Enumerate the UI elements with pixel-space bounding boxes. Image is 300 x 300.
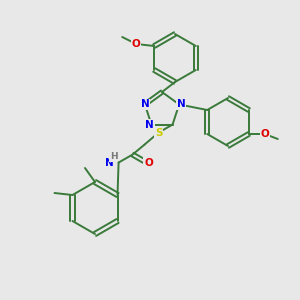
- Text: N: N: [140, 99, 149, 110]
- Text: O: O: [132, 39, 141, 49]
- Text: O: O: [144, 158, 153, 168]
- Text: O: O: [260, 129, 269, 139]
- Text: H: H: [110, 152, 117, 161]
- Text: N: N: [177, 99, 185, 110]
- Text: N: N: [145, 120, 154, 130]
- Text: S: S: [155, 128, 162, 138]
- Text: N: N: [105, 158, 114, 168]
